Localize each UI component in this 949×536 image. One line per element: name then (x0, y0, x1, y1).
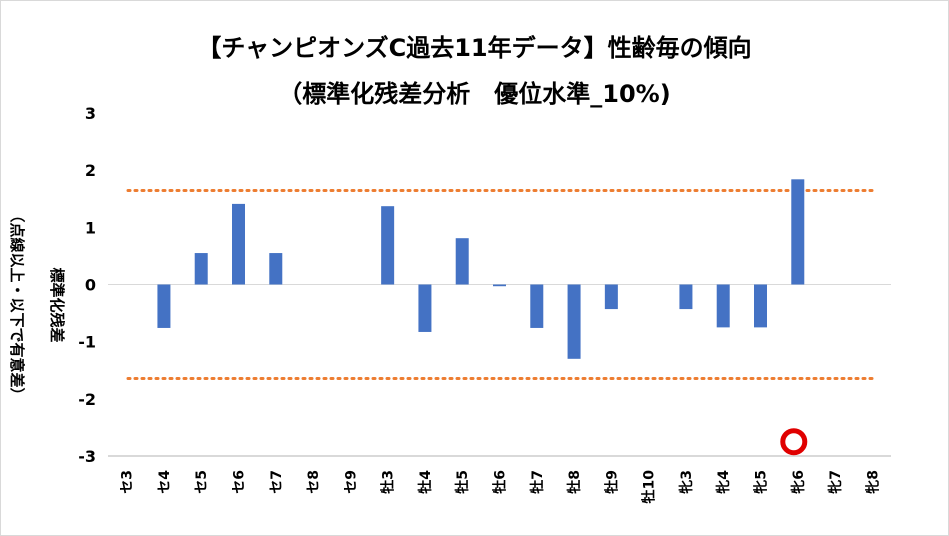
chart-subtitle: （標準化残差分析 優位水準_10%) (278, 80, 671, 108)
bar (232, 203, 245, 285)
bar (716, 284, 730, 328)
y-tick-label: -2 (78, 390, 96, 409)
x-tick-label: 牝8 (864, 470, 881, 494)
x-tick-label: セ4 (157, 470, 173, 494)
x-tick-label: セ8 (306, 470, 322, 494)
bar (418, 284, 432, 332)
x-tick-label: 牡5 (454, 470, 471, 494)
bar (194, 253, 208, 285)
y-tick-label: 2 (85, 161, 96, 180)
bar (381, 206, 395, 285)
x-tick-label: 牡3 (380, 470, 397, 494)
bar (455, 238, 469, 285)
bar (604, 284, 618, 310)
bar (679, 284, 693, 310)
x-tick-label: 牡4 (417, 470, 434, 494)
x-tick-label: 牡7 (529, 470, 546, 494)
bar (530, 284, 544, 328)
y-tick-label: 0 (85, 276, 96, 295)
x-tick-label: 牡8 (566, 470, 583, 494)
x-tick-label: セ7 (269, 470, 285, 494)
bar (269, 253, 283, 285)
x-tick-label: 牝3 (678, 470, 695, 494)
x-tick-label: 牝5 (753, 470, 770, 494)
y-tick-label: -1 (78, 333, 96, 352)
y-tick-label: -3 (78, 447, 96, 466)
x-tick-label: 牡9 (603, 470, 620, 494)
bar (157, 284, 171, 328)
y-tick-label: 3 (85, 104, 96, 123)
x-tick-label: 牡10 (641, 470, 658, 504)
highlight-circle-marker (780, 428, 808, 456)
bar (567, 284, 581, 359)
x-tick-label: セ5 (194, 470, 210, 494)
bar (754, 284, 767, 328)
bar (493, 284, 506, 287)
y-tick-label: 1 (85, 218, 96, 237)
chart-title: 【チャンピオンズC過去11年データ】性齢毎の傾向 (197, 34, 752, 62)
x-tick-label: 牝6 (790, 470, 807, 494)
bar (791, 179, 805, 285)
x-tick-label: セ6 (232, 470, 248, 494)
x-tick-label: セ3 (120, 470, 136, 494)
x-tick-label: 牡6 (492, 470, 509, 494)
x-tick-label: 牝4 (715, 470, 732, 494)
x-tick-label: 牝7 (827, 470, 844, 494)
x-tick-label: セ9 (343, 470, 359, 494)
